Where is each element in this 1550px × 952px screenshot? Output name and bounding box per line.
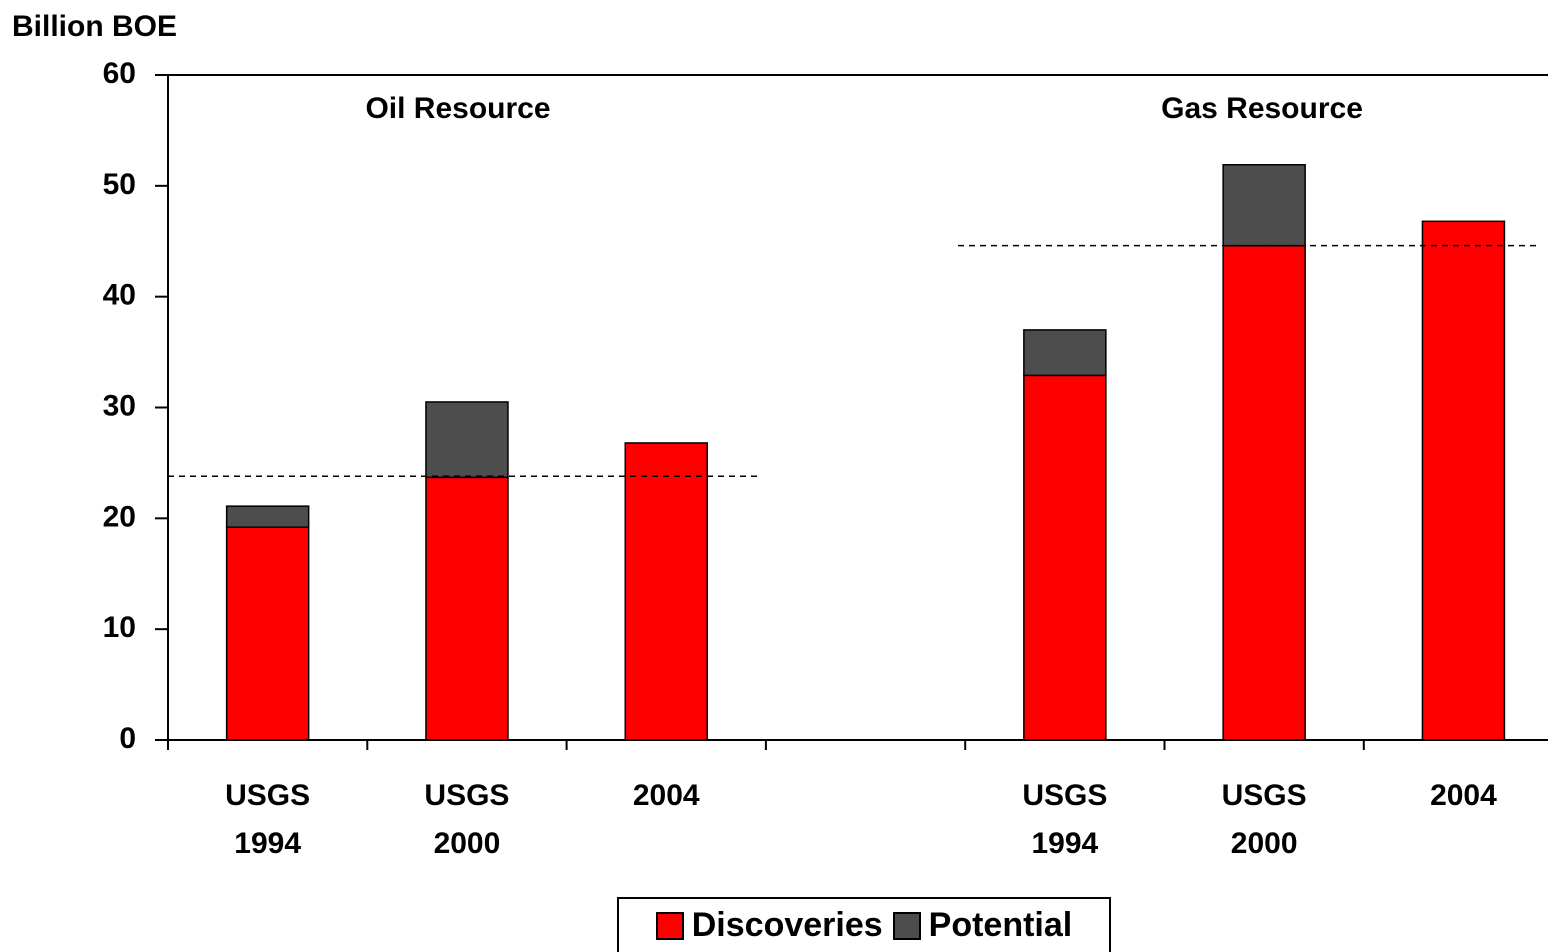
bar-segment <box>425 401 509 479</box>
x-tick-label: USGS 2000 <box>1221 779 1307 860</box>
legend-label: Discoveries <box>691 906 883 944</box>
y-tick-label: 10 <box>103 611 136 644</box>
group-label: Oil Resource <box>365 92 550 125</box>
legend-swatch <box>892 911 921 940</box>
bar-segment <box>624 442 708 741</box>
legend-swatch <box>655 911 684 940</box>
legend-item: Discoveries <box>655 906 883 945</box>
x-tick-label: USGS 1994 <box>225 779 311 860</box>
bar-segment <box>1023 374 1107 741</box>
y-tick-label: 40 <box>103 279 136 312</box>
y-axis-label: Billion BOE <box>12 10 177 43</box>
y-tick-label: 50 <box>103 168 136 201</box>
y-tick-label: 20 <box>103 500 136 533</box>
bar-segment <box>225 505 310 528</box>
bar-segment <box>225 526 310 741</box>
legend-label: Potential <box>928 906 1073 944</box>
bar-segment <box>1421 220 1506 741</box>
bar-segment <box>1222 164 1306 247</box>
bar-segment <box>425 476 509 741</box>
bar-segment <box>1222 244 1306 741</box>
legend-item: Potential <box>892 906 1073 945</box>
group-label: Gas Resource <box>1161 92 1363 125</box>
bar-segment <box>1023 329 1107 377</box>
legend: Discoveries Potential <box>617 897 1111 952</box>
x-tick-label: USGS 1994 <box>1022 779 1108 860</box>
y-tick-label: 60 <box>103 57 136 90</box>
x-tick-label: 2004 <box>632 779 700 812</box>
y-tick-label: 0 <box>119 722 136 755</box>
x-tick-label: USGS 2000 <box>424 779 510 860</box>
x-tick-label: 2004 <box>1430 779 1497 812</box>
y-tick-label: 30 <box>103 389 136 422</box>
